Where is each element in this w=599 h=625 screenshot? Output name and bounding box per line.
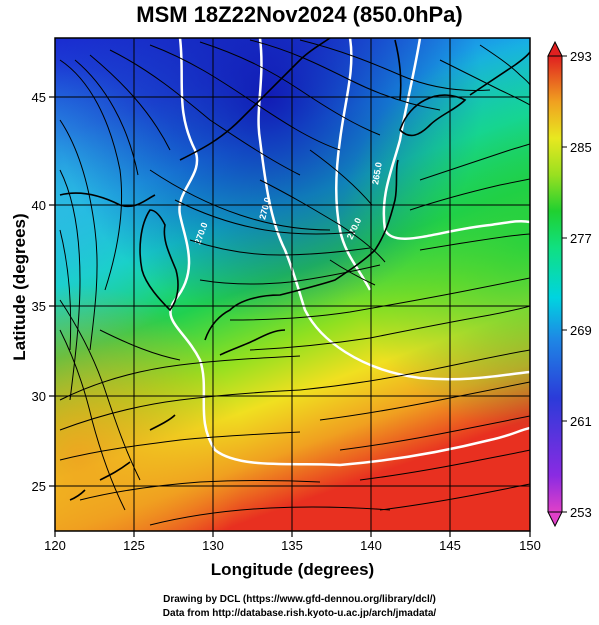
axis-ticks bbox=[49, 96, 531, 537]
wind-streamlines bbox=[59, 39, 530, 526]
x-tick-label: 150 bbox=[519, 538, 541, 553]
y-tick-label: 40 bbox=[32, 198, 46, 213]
coastlines bbox=[59, 38, 530, 501]
colorbar-tick-label: 285 bbox=[570, 140, 592, 155]
x-tick-label: 130 bbox=[202, 538, 224, 553]
colorbar-bottom-arrow bbox=[547, 511, 563, 528]
y-tick-label: 30 bbox=[32, 389, 46, 404]
x-tick-labels: 120 125 130 135 140 145 150 bbox=[44, 538, 541, 553]
grid-lines bbox=[55, 38, 530, 531]
x-tick-label: 135 bbox=[281, 538, 303, 553]
colorbar-top-arrow bbox=[547, 40, 563, 57]
y-tick-label: 35 bbox=[32, 299, 46, 314]
x-tick-label: 145 bbox=[439, 538, 461, 553]
colorbar: 293 285 277 269 261 253 bbox=[547, 40, 592, 528]
plot-title: MSM 18Z22Nov2024 (850.0hPa) bbox=[136, 2, 463, 27]
colorbar-tick-label: 293 bbox=[570, 49, 592, 64]
colorbar-tick-label: 269 bbox=[570, 323, 592, 338]
y-tick-labels: 25 30 35 40 45 bbox=[32, 90, 46, 494]
x-tick-label: 140 bbox=[360, 538, 382, 553]
y-tick-label: 45 bbox=[32, 90, 46, 105]
y-axis-label: Latitude (degrees) bbox=[10, 213, 29, 361]
x-tick-label: 125 bbox=[123, 538, 145, 553]
y-tick-label: 25 bbox=[32, 479, 46, 494]
x-axis-label: Longitude (degrees) bbox=[210, 560, 375, 579]
colorbar-tick-label: 253 bbox=[570, 505, 592, 520]
credit-data: Data from http://database.rish.kyoto-u.a… bbox=[162, 608, 437, 619]
contour-label: 265.0 bbox=[370, 161, 384, 185]
x-tick-label: 120 bbox=[44, 538, 66, 553]
colorbar-tick-label: 261 bbox=[570, 414, 592, 429]
colorbar-tick-label: 277 bbox=[570, 231, 592, 246]
credit-drawing: Drawing by DCL (https://www.gfd-dennou.o… bbox=[163, 594, 436, 605]
